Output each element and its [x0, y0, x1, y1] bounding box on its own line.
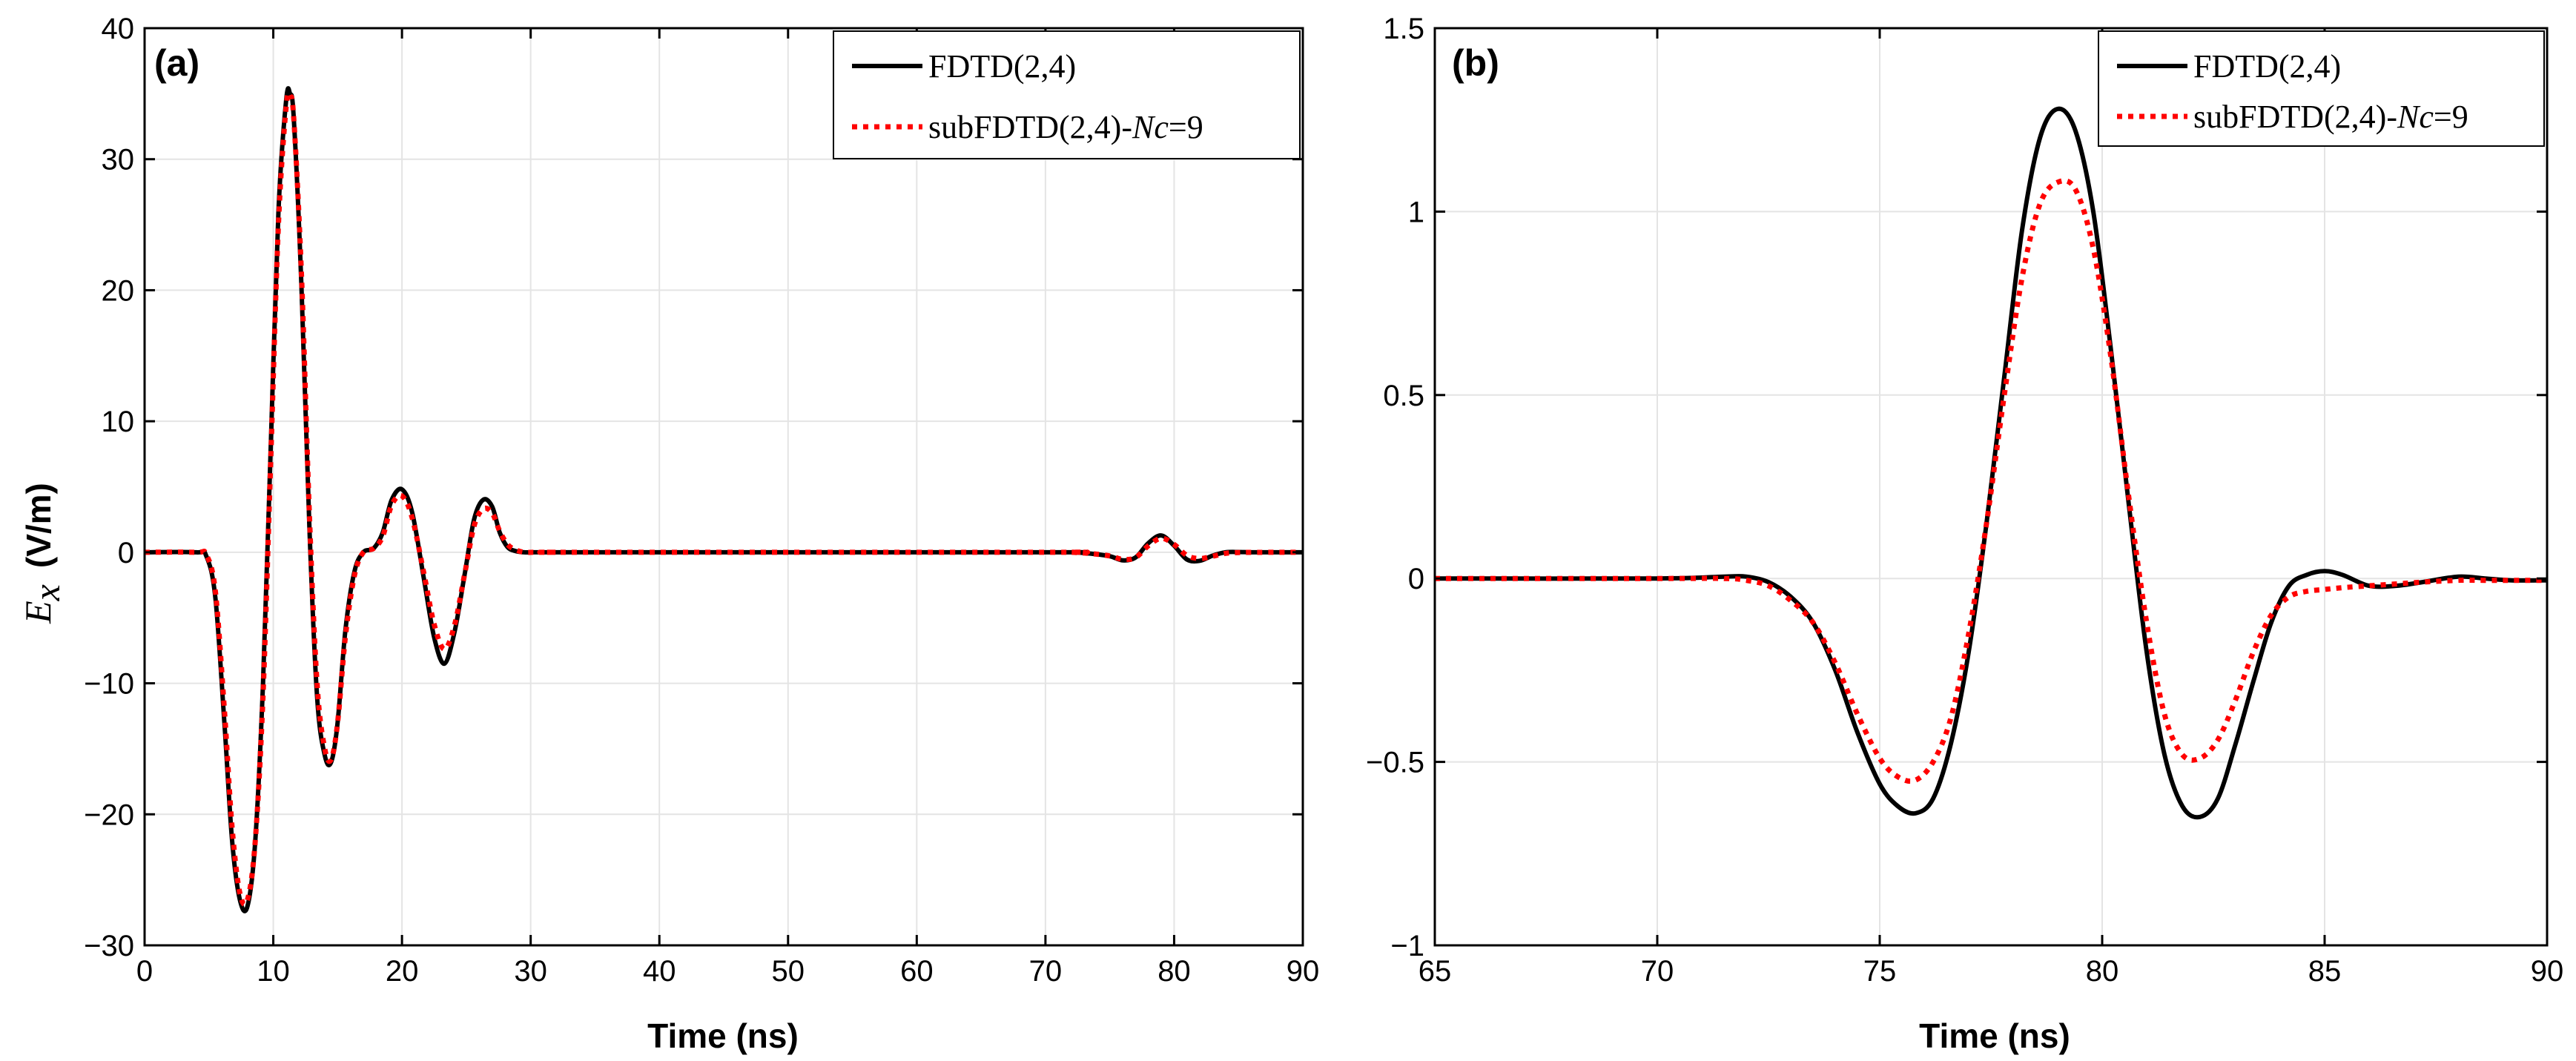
y-tick-label: −0.5: [1366, 747, 1424, 779]
y-tick-label: 20: [102, 274, 135, 307]
x-tick-label: 90: [1287, 955, 1320, 988]
ticks-b: 65 70 75 80 85 90 −1 −0.5 0 0.5 1 1.5: [1366, 13, 2563, 988]
x-tick-label: 10: [257, 955, 290, 988]
x-tick-label: 0: [136, 955, 153, 988]
x-tick-label: 65: [1419, 955, 1452, 988]
y-tick-label: −10: [84, 668, 134, 701]
y-axis-unit: (V/m): [19, 483, 58, 568]
y-tick-label: 0: [118, 537, 134, 569]
x-tick-label: 40: [643, 955, 676, 988]
x-tick-label: 70: [1029, 955, 1063, 988]
chart-a: 0 10 20 30 40 50 60 70 80 90 −30 −20 −10 0 10 20 30 40 (a…: [17, 13, 1319, 1055]
series-b: [1434, 106, 2548, 820]
y-tick-label: −20: [84, 799, 134, 831]
ticks-a: 0 10 20 30 40 50 60 70 80 90 −30 −20 −10 0 10 20 30 40: [84, 13, 1319, 988]
legend-box: [833, 30, 1301, 159]
legend-a: FDTD(2,4) subFDTD(2,4)-Nc=9: [833, 30, 1301, 159]
y-axis-symbol: E: [17, 601, 59, 624]
y-tick-label: 10: [102, 406, 135, 438]
legend-box: [2098, 30, 2545, 147]
x-tick-label: 70: [1641, 955, 1674, 988]
y-axis-subscript: x: [26, 584, 67, 601]
x-tick-label: 90: [2531, 955, 2564, 988]
legend-label: FDTD(2,4): [2193, 48, 2341, 85]
legend-label: FDTD(2,4): [928, 48, 1076, 85]
y-tick-label: 1.5: [1383, 13, 1424, 45]
x-tick-label: 80: [1157, 955, 1191, 988]
y-tick-label: −30: [84, 930, 134, 962]
series-line-FDTD-2-4: [1434, 106, 2548, 820]
y-axis-label-a: Ex (V/m): [17, 483, 67, 624]
chart-b: 65 70 75 80 85 90 −1 −0.5 0 0.5 1 1.5 (b) Time (ns)…: [1366, 13, 2563, 1055]
panel-label-b: (b): [1452, 42, 1499, 84]
series-line-subFDTD-2-4-Nc-9: [1435, 178, 2547, 784]
legend-b: FDTD(2,4) subFDTD(2,4)-Nc=9: [2098, 30, 2545, 147]
y-tick-label: 0.5: [1383, 380, 1424, 412]
y-tick-label: 30: [102, 144, 135, 176]
y-tick-label: 0: [1408, 563, 1424, 595]
x-tick-label: 80: [2086, 955, 2119, 988]
y-tick-label: 1: [1408, 196, 1424, 228]
x-tick-label: 75: [1863, 955, 1897, 988]
axes-frame-b: [1433, 27, 2549, 947]
y-tick-label: 40: [102, 13, 135, 45]
x-tick-label: 30: [514, 955, 547, 988]
axes-frame-a: [143, 27, 1304, 947]
series-a: [144, 86, 1304, 913]
legend-label: subFDTD(2,4)-Nc=9: [928, 109, 1203, 145]
x-axis-label-b: Time (ns): [1919, 1017, 2070, 1055]
panel-label-a: (a): [154, 42, 199, 84]
x-axis-label-a: Time (ns): [647, 1017, 799, 1055]
y-tick-label: −1: [1390, 930, 1424, 962]
x-tick-label: 60: [900, 955, 934, 988]
x-tick-label: 50: [772, 955, 805, 988]
legend-label: subFDTD(2,4)-Nc=9: [2193, 99, 2468, 135]
x-tick-label: 20: [386, 955, 419, 988]
x-tick-label: 85: [2308, 955, 2342, 988]
